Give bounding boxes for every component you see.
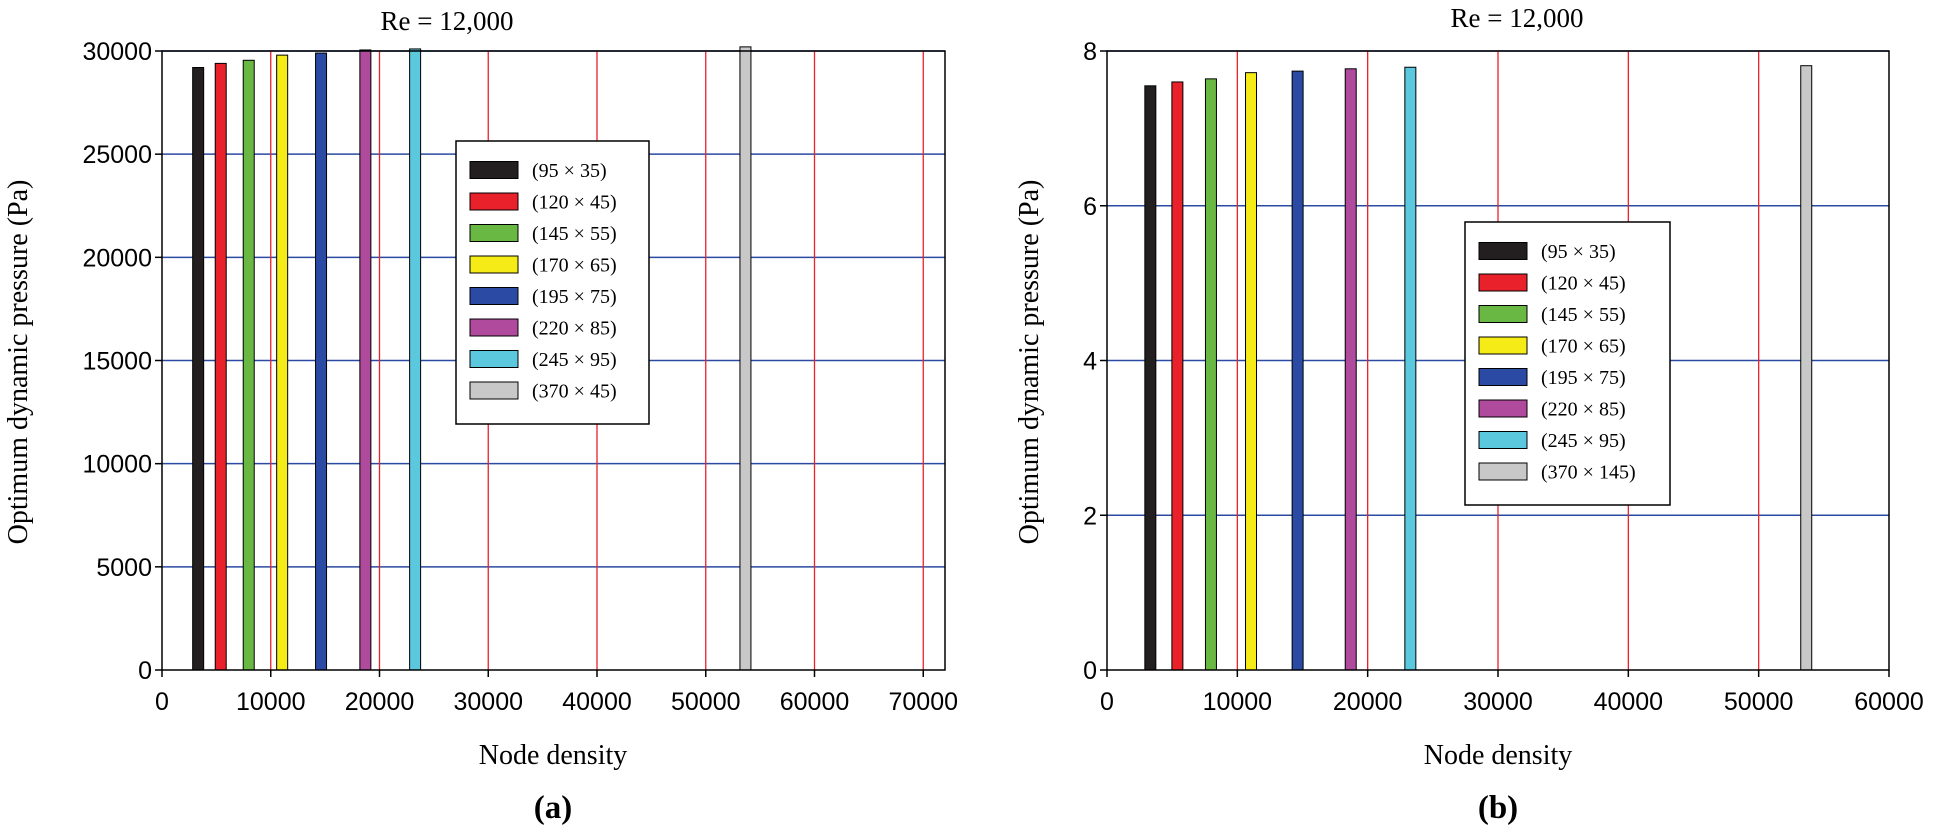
chart-a-legend-entries: (95 × 35) (120 × 45) (145 × 55) (170 × 65) (… bbox=[469, 160, 617, 403]
chart-b-legend-box bbox=[1464, 221, 1671, 506]
chart-panel-a: Re = 12,000 0 10000 20000 30000 40000 50000 60… bbox=[3, 6, 958, 826]
chart-b-x-ticks: 0 10000 20000 30000 40000 50000 60000 bbox=[1100, 670, 1924, 716]
chart-a-legend-label: (370 × 45) bbox=[532, 381, 617, 403]
chart-a-x-tick-label: 40000 bbox=[562, 688, 632, 716]
chart-a-legend: (95 × 35) (120 × 45) (145 × 55) (170 × 65) (… bbox=[455, 140, 650, 425]
chart-b-legend-label: (170 × 65) bbox=[1541, 336, 1626, 358]
chart-b-x-tick-label: 60000 bbox=[1854, 688, 1924, 716]
chart-a-y-tick-label: 15000 bbox=[82, 348, 152, 376]
chart-b-legend-swatch bbox=[1478, 305, 1528, 323]
chart-a-legend-label: (220 × 85) bbox=[532, 318, 617, 340]
chart-a-legend-box bbox=[455, 140, 650, 425]
chart-b-bar-7 bbox=[1404, 66, 1417, 671]
chart-a-bar-7 bbox=[409, 48, 422, 671]
chart-a-y-tick-label: 20000 bbox=[82, 244, 152, 272]
chart-b-legend-label: (245 × 95) bbox=[1541, 430, 1626, 452]
chart-a-legend-label: (170 × 65) bbox=[532, 255, 617, 277]
chart-a-x-tick-label: 10000 bbox=[236, 688, 306, 716]
chart-b-legend-swatch bbox=[1478, 462, 1528, 481]
chart-a-legend-label: (95 × 35) bbox=[532, 160, 607, 182]
chart-b-legend: (95 × 35) (120 × 45) (145 × 55) (170 × 65) (… bbox=[1464, 221, 1671, 506]
chart-a-legend-swatch bbox=[469, 255, 519, 274]
chart-b-legend-label: (120 × 45) bbox=[1541, 273, 1626, 295]
chart-a-x-tick-label: 60000 bbox=[780, 688, 850, 716]
chart-a-x-tick-label: 50000 bbox=[671, 688, 741, 716]
chart-b-x-tick-label: 10000 bbox=[1203, 688, 1273, 716]
chart-a-x-tick-label: 20000 bbox=[345, 688, 415, 716]
chart-b-panel-label: (b) bbox=[1478, 790, 1518, 826]
chart-b-bar-3 bbox=[1204, 78, 1217, 671]
chart-a-bar-2 bbox=[214, 62, 227, 671]
chart-b-y-tick-label: 6 bbox=[1083, 193, 1097, 221]
chart-a-legend-swatch bbox=[469, 381, 519, 400]
chart-a-bar-5 bbox=[315, 52, 328, 671]
chart-b-legend-label: (370 × 145) bbox=[1541, 462, 1636, 484]
chart-a-legend-swatch bbox=[469, 192, 519, 211]
chart-a-legend-label: (195 × 75) bbox=[532, 286, 617, 308]
chart-b-bar-8 bbox=[1800, 65, 1813, 671]
chart-b-x-tick-label: 20000 bbox=[1333, 688, 1403, 716]
chart-a-bar-1 bbox=[192, 67, 205, 671]
chart-a-legend-swatch bbox=[469, 161, 519, 179]
chart-b-bar-1 bbox=[1144, 85, 1157, 671]
chart-a-y-tick-label: 0 bbox=[138, 657, 152, 685]
chart-b-legend-label: (195 × 75) bbox=[1541, 367, 1626, 389]
chart-a-x-axis-label: Node density bbox=[479, 740, 628, 771]
chart-b-y-tick-label: 4 bbox=[1083, 348, 1097, 376]
chart-a-legend-swatch bbox=[469, 224, 519, 242]
chart-b-y-tick-label: 2 bbox=[1083, 502, 1097, 530]
chart-a-x-tick-label: 70000 bbox=[888, 688, 958, 716]
chart-b-y-tick-label: 0 bbox=[1083, 657, 1097, 685]
chart-b-bar-6 bbox=[1344, 68, 1357, 671]
chart-b-x-tick-label: 30000 bbox=[1463, 688, 1533, 716]
chart-a-bar-8 bbox=[739, 46, 752, 671]
chart-a-y-axis-label: Optimum dynamic pressure (Pa) bbox=[3, 180, 34, 545]
chart-panel-b: Re = 12,000 0 10000 20000 30000 40000 50000 60… bbox=[1014, 3, 1924, 826]
chart-a-y-tick-label: 30000 bbox=[82, 38, 152, 66]
chart-a-bar-6 bbox=[359, 49, 372, 671]
chart-b-legend-entries: (95 × 35) (120 × 45) (145 × 55) (170 × 65) (… bbox=[1478, 241, 1636, 484]
chart-a-x-ticks: 0 10000 20000 30000 40000 50000 60000 70000 bbox=[155, 670, 958, 716]
chart-a-legend-label: (145 × 55) bbox=[532, 223, 617, 245]
chart-a-legend-swatch bbox=[469, 350, 519, 368]
chart-b-bar-5 bbox=[1291, 70, 1304, 671]
chart-b-legend-swatch bbox=[1478, 242, 1528, 260]
chart-b-x-tick-label: 40000 bbox=[1594, 688, 1664, 716]
chart-b-title: Re = 12,000 bbox=[1451, 3, 1584, 33]
chart-b-legend-label: (220 × 85) bbox=[1541, 399, 1626, 421]
chart-a-y-ticks: 0 5000 10000 15000 20000 25000 30000 bbox=[82, 38, 162, 685]
chart-b-legend-swatch bbox=[1478, 336, 1528, 355]
chart-a-bar-3 bbox=[242, 59, 255, 671]
chart-a-legend-label: (245 × 95) bbox=[532, 349, 617, 371]
chart-b-legend-swatch bbox=[1478, 273, 1528, 292]
chart-b-legend-label: (95 × 35) bbox=[1541, 241, 1616, 263]
chart-b-legend-label: (145 × 55) bbox=[1541, 304, 1626, 326]
chart-a-title: Re = 12,000 bbox=[381, 6, 514, 36]
chart-a-bar-4 bbox=[276, 54, 289, 671]
chart-a-y-tick-label: 25000 bbox=[82, 141, 152, 169]
chart-a-legend-swatch bbox=[469, 318, 519, 337]
chart-b-x-axis-label: Node density bbox=[1424, 740, 1573, 771]
chart-a-y-tick-label: 5000 bbox=[96, 554, 152, 582]
chart-a-x-tick-label: 30000 bbox=[453, 688, 523, 716]
chart-b-legend-swatch bbox=[1478, 399, 1528, 418]
chart-a-legend-label: (120 × 45) bbox=[532, 192, 617, 214]
chart-b-y-axis-label: Optimum dynamic pressure (Pa) bbox=[1014, 180, 1045, 545]
chart-a-legend-swatch bbox=[469, 287, 519, 305]
chart-a-panel-label: (a) bbox=[534, 790, 572, 826]
chart-b-bar-4 bbox=[1245, 72, 1258, 671]
chart-b-legend-swatch bbox=[1478, 368, 1528, 386]
chart-b-x-tick-label: 0 bbox=[1100, 688, 1114, 716]
chart-b-legend-swatch bbox=[1478, 431, 1528, 449]
chart-b-y-ticks: 0 2 4 6 8 bbox=[1083, 38, 1107, 685]
chart-b-bar-2 bbox=[1171, 81, 1184, 671]
chart-a-y-tick-label: 10000 bbox=[82, 451, 152, 479]
chart-b-y-tick-label: 8 bbox=[1083, 38, 1097, 66]
chart-a-x-tick-label: 0 bbox=[155, 688, 169, 716]
chart-b-x-tick-label: 50000 bbox=[1724, 688, 1794, 716]
